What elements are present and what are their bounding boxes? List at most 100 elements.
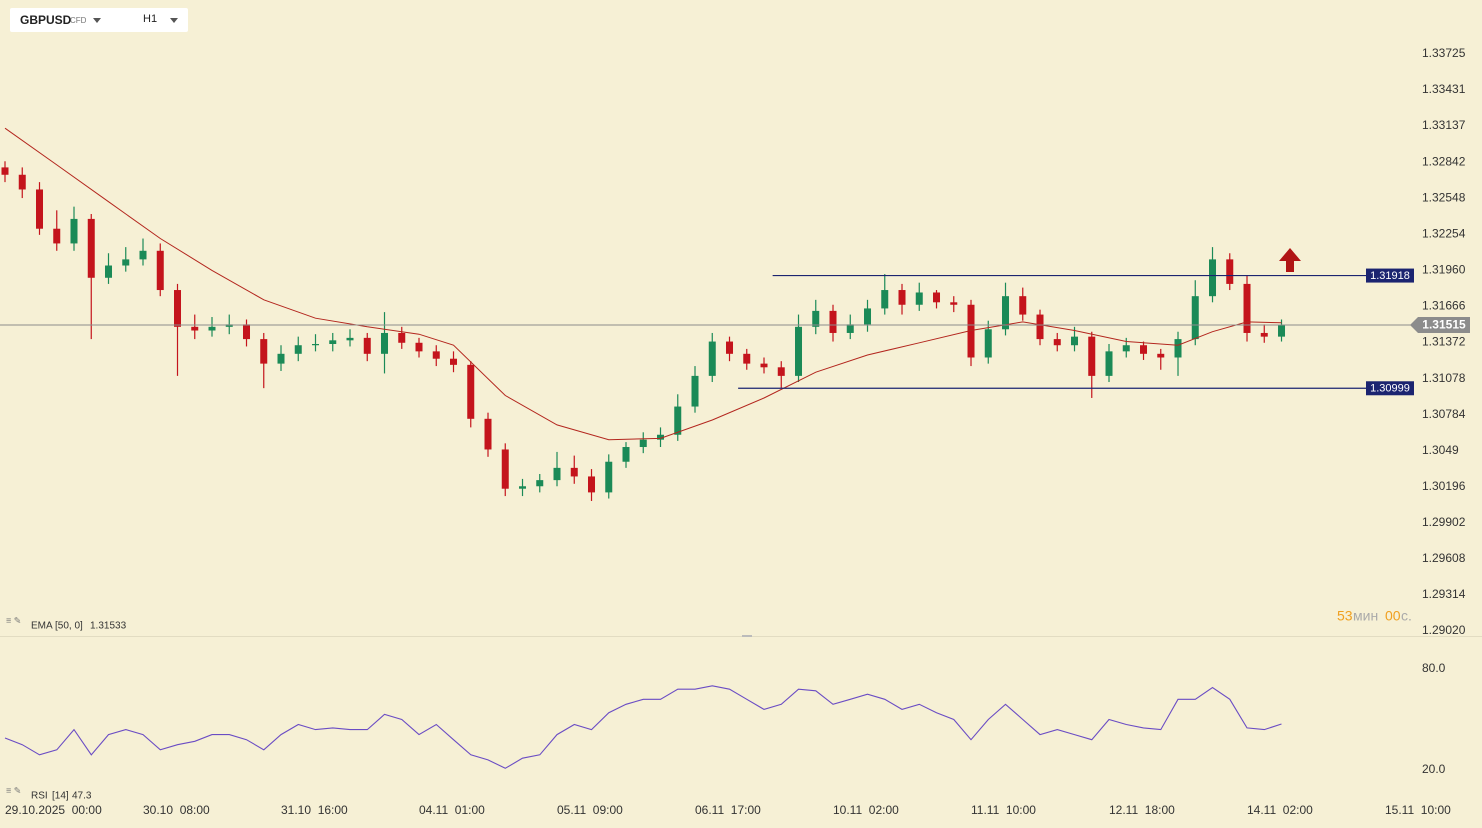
- candle-body: [1036, 314, 1044, 340]
- candle-body: [1071, 336, 1079, 346]
- level-label: 1.30999: [1370, 383, 1410, 395]
- candle-body: [915, 292, 923, 305]
- x-tick-label: 29.10.2025 00:00: [5, 803, 102, 817]
- candle-body: [105, 265, 113, 278]
- x-tick-label: 14.11 02:00: [1247, 803, 1313, 817]
- candle-body: [277, 353, 285, 364]
- y-tick-label: 1.29902: [1422, 515, 1466, 529]
- candle-body: [605, 461, 613, 493]
- candle-body: [898, 290, 906, 305]
- symbol-selector[interactable]: GBPUSD CFD H1: [10, 8, 188, 32]
- candle-body: [1243, 283, 1251, 333]
- rsi-legend: ≡ ✎ RSI [14] 47.3: [6, 785, 92, 801]
- symbol-caret[interactable]: [93, 18, 101, 23]
- legend-value: 1.31533: [90, 621, 127, 632]
- legend-params: [50, 0]: [55, 621, 83, 632]
- countdown-seconds: 00: [1385, 608, 1401, 624]
- current-price-label: 1.31515: [1422, 318, 1466, 332]
- y-tick-label: 1.31372: [1422, 335, 1466, 349]
- x-tick-label: 12.11 18:00: [1109, 803, 1175, 817]
- candle-body: [984, 329, 992, 358]
- candle-body: [432, 351, 440, 359]
- instrument-type: CFD: [70, 16, 87, 25]
- y-tick-label: 1.33137: [1422, 118, 1466, 132]
- candle-body: [1157, 353, 1165, 358]
- legend-name: RSI: [31, 791, 48, 802]
- candle-body: [36, 189, 44, 229]
- candle-body: [122, 259, 130, 266]
- candle-body: [156, 250, 164, 291]
- legend-name: EMA: [31, 621, 53, 632]
- legend-icon: ≡ ✎: [6, 615, 21, 625]
- y-tick-label: 1.30784: [1422, 407, 1466, 421]
- candle-body: [450, 358, 458, 365]
- y-tick-label: 1.33431: [1422, 82, 1466, 96]
- candle-body: [260, 339, 268, 364]
- symbol: GBPUSD: [20, 13, 72, 27]
- candle-body: [208, 326, 216, 331]
- candle-body: [795, 326, 803, 376]
- candle-body: [588, 476, 596, 493]
- candle-body: [881, 290, 889, 309]
- candle-body: [1088, 336, 1096, 376]
- candle-body: [760, 363, 768, 368]
- candle-body: [622, 447, 630, 462]
- y-tick-label: 1.29608: [1422, 551, 1466, 565]
- candle-body: [570, 467, 578, 477]
- level-label: 1.31918: [1370, 270, 1410, 282]
- countdown-seconds-unit: с.: [1401, 608, 1412, 624]
- y-tick-label: 1.31960: [1422, 263, 1466, 277]
- candle-body: [829, 310, 837, 333]
- y-tick-label: 80.0: [1422, 661, 1446, 675]
- candle-body: [1191, 296, 1199, 340]
- candle-body: [519, 486, 527, 489]
- candle-body: [312, 343, 320, 346]
- ema-legend: ≡ ✎ EMA [50, 0] 1.31533: [6, 615, 127, 631]
- candle-body: [1260, 332, 1268, 337]
- candle-body: [484, 418, 492, 450]
- candle-body: [346, 337, 354, 341]
- candle-body: [950, 302, 958, 305]
- current-price-label-box: [1410, 316, 1470, 333]
- y-tick-label: 1.31666: [1422, 299, 1466, 313]
- countdown-minutes: 53: [1337, 608, 1353, 624]
- candle-body: [243, 324, 251, 340]
- candle-body: [536, 480, 544, 487]
- y-tick-label: 1.30196: [1422, 479, 1466, 493]
- candle-body: [398, 332, 406, 343]
- candle-body: [933, 292, 941, 303]
- y-tick-label: 1.32548: [1422, 190, 1466, 204]
- candle-body: [1209, 259, 1217, 297]
- candle-body: [1019, 296, 1027, 315]
- y-tick-label: 1.3049: [1422, 443, 1459, 457]
- candle-body: [1105, 351, 1113, 376]
- candle-body: [812, 310, 820, 327]
- x-tick-label: 31.10 16:00: [281, 803, 348, 817]
- countdown: 53 мин 00 с.: [1337, 608, 1412, 624]
- candle-body: [87, 218, 95, 278]
- timeframe[interactable]: H1: [143, 13, 158, 25]
- y-tick-label: 1.29314: [1422, 587, 1466, 601]
- x-tick-label: 05.11 09:00: [557, 803, 623, 817]
- level-label-box: [1366, 268, 1414, 283]
- candle-body: [1174, 339, 1182, 358]
- x-tick-label: 04.11 01:00: [419, 803, 485, 817]
- candle-body: [1002, 296, 1010, 330]
- candle-body: [225, 324, 233, 327]
- candle-body: [846, 324, 854, 333]
- candle-body: [1226, 259, 1234, 284]
- candle-body: [1140, 345, 1148, 354]
- candle-body: [415, 342, 423, 352]
- timeframe-caret[interactable]: [170, 18, 178, 23]
- up-arrow-icon: [1279, 248, 1301, 272]
- legend-icon: ≡ ✎: [6, 785, 21, 795]
- x-tick-label: 11.11 10:00: [971, 803, 1036, 817]
- candle-body: [726, 341, 734, 354]
- candle-body: [674, 406, 682, 435]
- candle-body: [329, 340, 337, 344]
- pane-resize-handle[interactable]: [742, 635, 752, 637]
- candle-body: [18, 174, 26, 190]
- candle-body: [294, 345, 302, 354]
- candle-body: [743, 353, 751, 364]
